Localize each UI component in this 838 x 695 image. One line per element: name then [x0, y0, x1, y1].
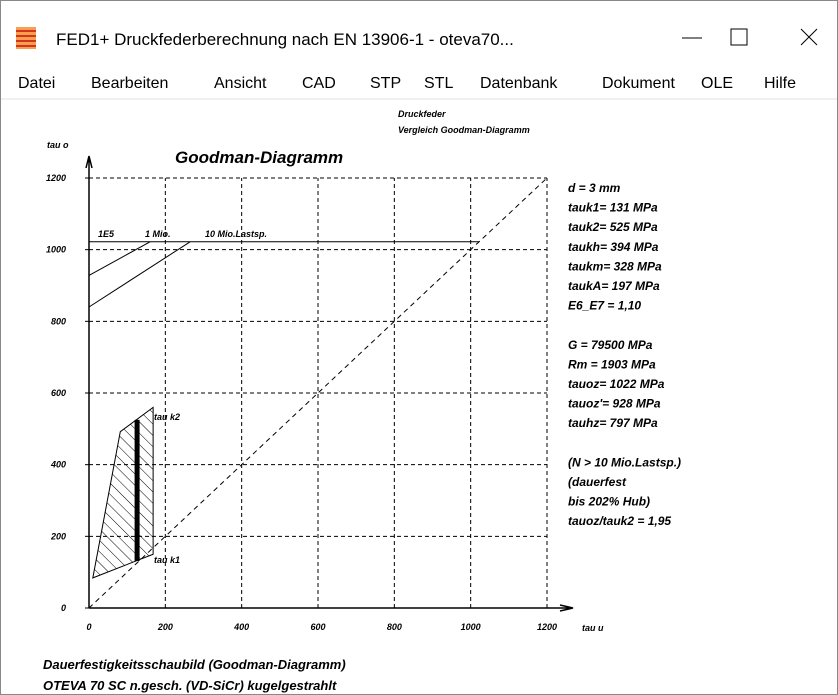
- y-tick-label: 600: [51, 388, 66, 398]
- parameter: tauoz= 1022 MPa: [568, 377, 665, 391]
- goodman-chart: 0 200 400 600 800 1000 1200 0 200 400 600 800 1000 12…: [46, 155, 574, 632]
- x-tick-label: 800: [387, 622, 402, 632]
- chart-title: Goodman-Diagramm: [175, 148, 343, 167]
- parameter: E6_E7 = 1,10: [568, 299, 641, 313]
- header-line: Vergleich Goodman-Diagramm: [398, 125, 530, 135]
- x-tick-label: 400: [233, 622, 249, 632]
- y-tick-label: 400: [50, 460, 66, 470]
- line-label: 10 Mio.Lastsp.: [205, 229, 267, 239]
- x-axis: [89, 604, 574, 612]
- parameter: (N > 10 Mio.Lastsp.): [568, 455, 681, 469]
- menu-item[interactable]: STP: [370, 75, 401, 92]
- menu-bar: Datei Bearbeiten Ansicht CAD STP STL Datenbank…: [18, 75, 796, 92]
- y-tick-label: 800: [51, 316, 66, 326]
- parameter: Rm = 1903 MPa: [568, 357, 656, 371]
- line-label: 1 Mio.: [145, 229, 171, 239]
- maximize-button[interactable]: [730, 28, 748, 46]
- curve: [88, 241, 191, 308]
- x-tick-label: 1200: [537, 622, 557, 632]
- x-axis-label: tau u: [582, 623, 604, 633]
- y-tick-label: 0: [61, 603, 66, 613]
- parameter: tauoz/tauk2 = 1,95: [568, 514, 671, 528]
- parameter: tauoz'= 928 MPa: [568, 397, 661, 411]
- menu-item[interactable]: Datei: [18, 75, 55, 92]
- parameter: tauk1= 131 MPa: [568, 201, 658, 215]
- parameter-list: d = 3 mm tauk1= 131 MPa tauk2= 525 MPa tauk…: [568, 181, 681, 528]
- close-button[interactable]: [800, 28, 818, 46]
- menu-item[interactable]: Hilfe: [764, 75, 796, 92]
- curve: [88, 177, 548, 609]
- parameter: tauk2= 525 MPa: [568, 220, 658, 234]
- y-axis: [85, 155, 93, 608]
- x-tick-label: 0: [86, 622, 91, 632]
- menu-item[interactable]: CAD: [302, 75, 336, 92]
- parameter: bis 202% Hub): [568, 495, 650, 509]
- parameter: taukh= 394 MPa: [568, 240, 659, 254]
- menu-item[interactable]: Ansicht: [214, 75, 267, 92]
- parameter: G = 79500 MPa: [568, 338, 653, 352]
- band-label: tau k1: [154, 555, 180, 565]
- header-line: Druckfeder: [398, 109, 446, 119]
- line-label: 1E5: [98, 229, 115, 239]
- parameter: d = 3 mm: [568, 181, 621, 195]
- y-tick-label: 1000: [46, 245, 66, 255]
- parameter: taukA= 197 MPa: [568, 279, 660, 293]
- x-tick-label: 200: [157, 622, 173, 632]
- window-title: FED1+ Druckfederberechnung nach EN 13906…: [56, 30, 514, 49]
- footer-line: OTEVA 70 SC n.gesch. (VD-SiCr) kugelgest…: [43, 678, 337, 693]
- x-tick-label: 600: [310, 622, 325, 632]
- curve: [88, 241, 151, 276]
- y-axis-label: tau o: [47, 140, 69, 150]
- parameter: tauhz= 797 MPa: [568, 416, 658, 430]
- menu-item[interactable]: Dokument: [602, 75, 675, 92]
- footer-line: Dauerfestigkeitsschaubild (Goodman-Diagr…: [43, 657, 346, 672]
- menu-item[interactable]: OLE: [701, 75, 733, 92]
- band-label: tau k2: [154, 412, 180, 422]
- parameter: (dauerfest: [568, 475, 627, 489]
- menu-item[interactable]: STL: [424, 75, 453, 92]
- y-tick-label: 200: [50, 531, 66, 541]
- parameter: taukm= 328 MPa: [568, 259, 662, 273]
- y-tick-label: 1200: [46, 173, 66, 183]
- menu-item[interactable]: Datenbank: [480, 75, 558, 92]
- menu-item[interactable]: Bearbeiten: [91, 75, 168, 92]
- x-tick-label: 1000: [461, 622, 481, 632]
- app-icon: [16, 27, 36, 49]
